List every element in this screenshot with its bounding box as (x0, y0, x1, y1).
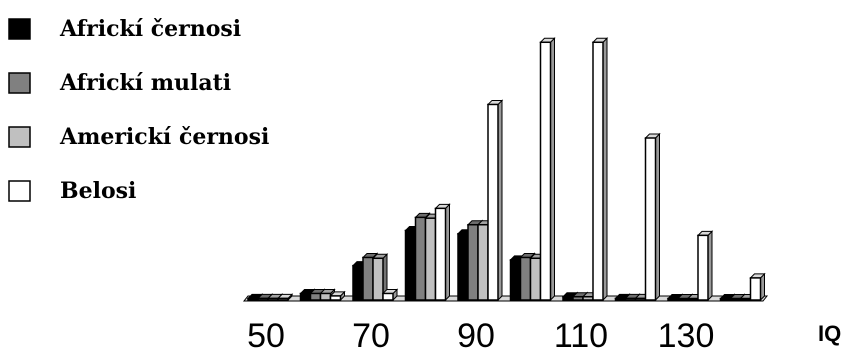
bar (591, 37, 609, 302)
x-tick-label: 50 (247, 317, 285, 355)
x-tick-label: 70 (352, 317, 390, 355)
legend-label: Belosi (60, 178, 136, 204)
bar-front (434, 207, 447, 301)
legend-swatch (8, 126, 31, 148)
bar-front (477, 223, 489, 301)
bar-front (309, 292, 322, 301)
bar-front (319, 292, 332, 301)
bar-front (487, 103, 499, 301)
bar-front (739, 297, 752, 301)
bar-front (677, 297, 689, 301)
bar-front (539, 41, 552, 301)
bar-front (509, 259, 522, 301)
legend-swatch (8, 18, 31, 40)
bar-front (644, 137, 657, 301)
bar-front (582, 295, 594, 301)
bar-front (519, 256, 532, 301)
bar-front (267, 297, 279, 301)
bar-front (719, 297, 732, 301)
x-axis-ticks: 50 70 90 110 130 (247, 317, 714, 355)
bar (329, 290, 346, 302)
bar-front (467, 223, 479, 301)
legend-label: Africkí mulati (59, 70, 231, 96)
bar-front (592, 41, 604, 301)
bar (696, 230, 714, 302)
bar-front (729, 297, 742, 301)
bar (539, 37, 556, 302)
bar-front (614, 297, 627, 301)
bar (371, 253, 389, 302)
bar-front (667, 297, 679, 301)
bar-front (404, 229, 417, 301)
legend-swatch (8, 180, 31, 202)
bar-front (634, 297, 647, 301)
x-tick-label: 90 (457, 317, 495, 355)
bar-front (624, 297, 637, 301)
bar-front (329, 295, 342, 301)
legend-swatch (8, 72, 31, 94)
bar-front (414, 216, 427, 301)
bar-front (572, 295, 584, 301)
bar (644, 132, 661, 302)
bar-front (247, 297, 259, 301)
legend-label: Americkí černosi (59, 124, 269, 150)
bar-front (457, 232, 469, 301)
bar (276, 293, 294, 302)
bar-front (299, 292, 312, 301)
bar-front (372, 257, 384, 301)
bar-front (562, 295, 574, 301)
bar (486, 99, 504, 302)
bar (749, 272, 766, 302)
bar-front (687, 297, 699, 301)
bar-front (257, 297, 269, 301)
bar-front (382, 292, 394, 301)
bar (381, 288, 399, 302)
bar (434, 203, 451, 302)
bar-front (277, 297, 289, 301)
x-axis-label: IQ (818, 321, 841, 346)
bar-front (697, 234, 709, 301)
bar-front (529, 257, 542, 301)
legend: Africkí černosi Africkí mulati Americkí če… (8, 16, 269, 204)
bar-front (362, 256, 374, 301)
bar-front (352, 264, 364, 301)
x-tick-label: 130 (658, 317, 715, 355)
legend-label: Africkí černosi (59, 16, 241, 42)
bar-front (749, 277, 762, 301)
bar-front (424, 217, 437, 301)
x-tick-label: 110 (554, 317, 608, 355)
bars (246, 37, 766, 302)
